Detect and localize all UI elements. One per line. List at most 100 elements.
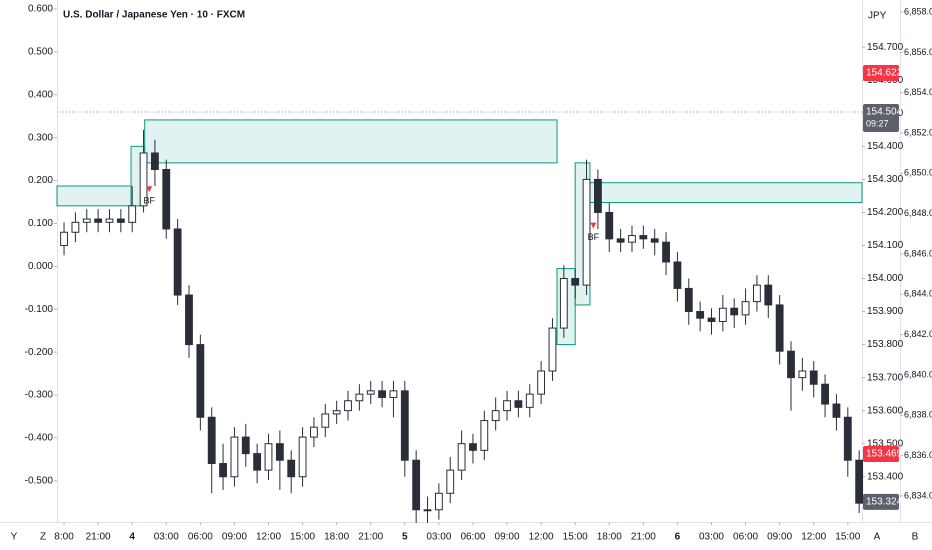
y-tick-label: 153.500 [867, 438, 904, 449]
x-tick-label: 06:00 [188, 532, 213, 543]
y3-tick-label: 6,856.000 [904, 47, 932, 57]
zone [144, 119, 558, 164]
x-tick-label: 6 [675, 532, 681, 543]
x-tick-label: 21:00 [631, 532, 656, 543]
candle-body [344, 400, 352, 412]
candle-body [753, 284, 761, 303]
toolbar-button[interactable]: A [874, 532, 881, 543]
candle-body [264, 443, 273, 471]
y2-tick-label: 0.000 [28, 261, 53, 272]
candle-body [82, 218, 91, 223]
x-tick-label: 15:00 [563, 532, 588, 543]
x-tick-label: 21:00 [86, 532, 111, 543]
toolbar-button[interactable]: B [912, 532, 919, 543]
x-tick-label: 03:00 [154, 532, 179, 543]
candle-body [469, 443, 477, 451]
candle-body [593, 178, 602, 213]
x-tick-label: 06:00 [460, 532, 485, 543]
candle-body [139, 152, 148, 207]
candle-body [241, 436, 250, 455]
x-tick-label: 03:00 [426, 532, 451, 543]
candle-body [298, 436, 307, 478]
candle-body [275, 443, 284, 461]
signal-label: BF [588, 232, 600, 242]
currency-label: JPY [868, 11, 887, 22]
candle-body [310, 426, 318, 438]
candle-body [389, 390, 398, 398]
candle-body [219, 463, 227, 478]
x-tick-label: 8:00 [54, 532, 74, 543]
candle-body [423, 509, 432, 512]
y2-tick-label: -0.300 [25, 390, 54, 401]
price-badge-time: 09:27 [866, 118, 889, 128]
x-tick-label: 15:00 [835, 532, 860, 543]
candle-body [230, 436, 239, 478]
y2-tick-label: 0.200 [28, 175, 53, 186]
candle-body [378, 390, 386, 398]
x-tick-label: 5 [402, 532, 408, 543]
candle-body [253, 453, 262, 471]
chart-title: U.S. Dollar / Japanese Yen · 10 · FXCM [63, 10, 245, 21]
y3-tick-label: 6,840.000 [904, 369, 932, 379]
candle-body [571, 278, 580, 286]
candle-body [628, 235, 636, 243]
candle-body [707, 317, 716, 322]
zone [56, 185, 132, 207]
candle-body [207, 416, 216, 465]
y3-tick-label: 6,854.000 [904, 87, 932, 97]
x-tick-label: 12:00 [529, 532, 554, 543]
candle-body [151, 152, 159, 170]
x-tick-label: 09:00 [495, 532, 520, 543]
candle-body [162, 168, 171, 230]
y-tick-label: 153.600 [867, 405, 904, 416]
candle-body [741, 301, 750, 316]
candle-body [548, 327, 557, 372]
x-tick-label: 18:00 [324, 532, 349, 543]
candle-body [491, 410, 500, 422]
y2-tick-label: -0.400 [25, 433, 54, 444]
y3-tick-label: 6,838.000 [904, 410, 932, 420]
y2-tick-label: -0.200 [25, 347, 54, 358]
y2-tick-label: 0.400 [28, 89, 53, 100]
price-badge [863, 65, 899, 82]
zone [589, 182, 863, 204]
y-tick-label: 154.000 [867, 273, 904, 284]
price-badge-label: 153.469 [866, 449, 903, 460]
toolbar-button[interactable]: Z [40, 532, 46, 543]
x-tick-label: 21:00 [358, 532, 383, 543]
candle-body [412, 459, 421, 511]
candle-body [400, 390, 409, 461]
candle-body [332, 410, 341, 415]
y-tick-label: 154.700 [867, 42, 904, 53]
signal-marker [590, 222, 597, 229]
x-tick-label: 09:00 [767, 532, 792, 543]
y2-tick-label: 0.100 [28, 218, 53, 229]
candle-body [503, 400, 511, 412]
y2-tick-label: 0.600 [28, 4, 53, 15]
candle-body [480, 420, 489, 451]
toolbar-button[interactable]: Y [11, 532, 18, 543]
y-tick-label: 154.400 [867, 141, 904, 152]
y2-tick-label: -0.500 [25, 475, 54, 486]
candle-body [287, 459, 296, 478]
y3-tick-label: 6,834.000 [904, 490, 932, 500]
y3-tick-label: 6,848.000 [904, 208, 932, 218]
candle-body [71, 221, 80, 233]
candle-body [60, 231, 68, 246]
candle-body [662, 241, 670, 263]
candle-body [582, 178, 591, 286]
y3-tick-label: 6,844.000 [904, 289, 932, 299]
y3-tick-label: 6,850.000 [904, 168, 932, 178]
x-tick-label: 03:00 [699, 532, 724, 543]
candle-body [355, 393, 364, 402]
candle-body [798, 370, 807, 379]
x-tick-label: 4 [129, 532, 135, 543]
price-badge [863, 445, 899, 462]
price-badge-label: 153.324 [866, 496, 903, 507]
candle-body [559, 278, 568, 329]
candle-body [321, 413, 330, 428]
y-tick-label: 154.200 [867, 207, 904, 218]
candle-body [855, 459, 864, 504]
